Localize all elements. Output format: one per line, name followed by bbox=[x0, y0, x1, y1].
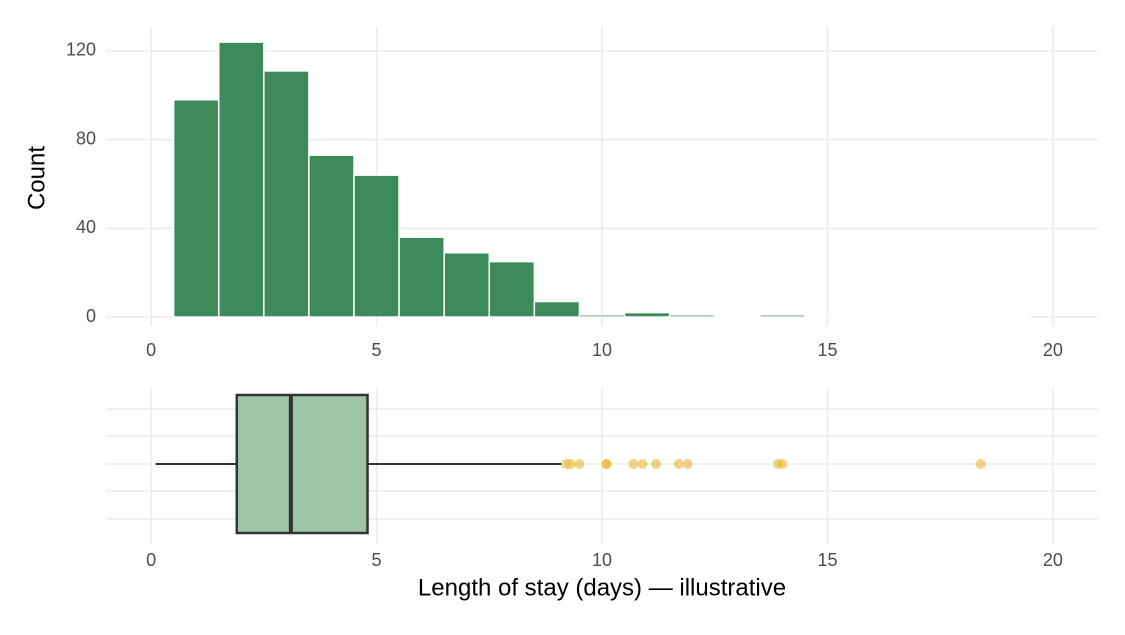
outlier bbox=[673, 459, 684, 469]
x-tick-label: 5 bbox=[372, 550, 382, 570]
box bbox=[235, 393, 369, 535]
x-tick-label: 0 bbox=[146, 340, 156, 360]
outlier bbox=[777, 459, 788, 469]
bar bbox=[353, 174, 400, 318]
x-tick-label: 15 bbox=[817, 340, 837, 360]
bar bbox=[172, 99, 220, 318]
y-axis-label: Count bbox=[23, 146, 50, 210]
outlier bbox=[628, 459, 639, 469]
outlier bbox=[651, 459, 662, 469]
bar bbox=[398, 236, 445, 318]
y-tick-label: 120 bbox=[66, 40, 96, 60]
bar bbox=[894, 316, 941, 319]
bar bbox=[578, 314, 626, 318]
outlier bbox=[601, 459, 612, 469]
bar bbox=[308, 154, 355, 318]
x-tick-label: 20 bbox=[1043, 340, 1063, 360]
bar bbox=[217, 41, 265, 318]
x-tick-label: 5 bbox=[372, 340, 382, 360]
bar bbox=[713, 316, 761, 319]
bar bbox=[623, 311, 671, 318]
y-tick-label: 0 bbox=[86, 306, 96, 326]
x-axis-label: Length of stay (days) — illustrative bbox=[418, 574, 786, 601]
bar bbox=[668, 314, 716, 318]
x-tick-label: 15 bbox=[817, 550, 837, 570]
bar bbox=[984, 316, 1032, 319]
outlier bbox=[682, 459, 693, 469]
bar bbox=[849, 316, 896, 319]
outlier bbox=[565, 459, 576, 469]
bar bbox=[939, 316, 987, 319]
x-tick-label: 20 bbox=[1043, 550, 1063, 570]
bar bbox=[804, 316, 851, 319]
outlier bbox=[574, 459, 585, 469]
x-tick-label: 10 bbox=[592, 550, 612, 570]
bar bbox=[443, 251, 491, 318]
bar bbox=[533, 300, 581, 318]
x-tick-label: 0 bbox=[146, 550, 156, 570]
y-tick-label: 80 bbox=[76, 128, 96, 148]
outlier bbox=[637, 459, 648, 469]
bar bbox=[488, 260, 536, 318]
x-tick-label: 10 bbox=[592, 340, 612, 360]
y-tick-label: 40 bbox=[76, 217, 96, 237]
bar bbox=[263, 70, 310, 318]
bar bbox=[759, 314, 806, 318]
outlier bbox=[975, 459, 986, 469]
